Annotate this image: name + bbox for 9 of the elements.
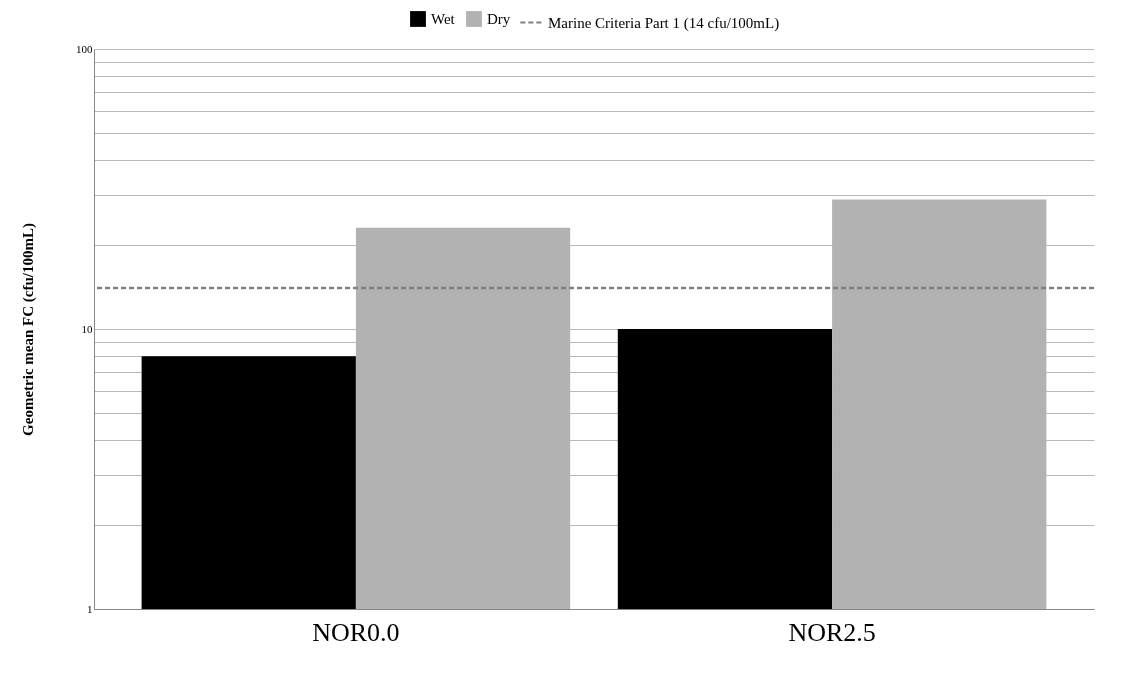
y-tick-label: 10 [81, 322, 93, 335]
legend-label: Wet [431, 11, 456, 27]
y-axis-title: Geometric mean FC (cfu/100mL) [20, 223, 37, 436]
y-tick-label: 100 [76, 42, 93, 55]
legend-label: Marine Criteria Part 1 (14 cfu/100mL) [548, 14, 780, 32]
x-tick-label: NOR2.5 [788, 617, 876, 647]
y-tick-label: 1 [87, 602, 93, 615]
x-tick-label: NOR0.0 [312, 617, 400, 647]
legend-label: Dry [487, 11, 511, 27]
